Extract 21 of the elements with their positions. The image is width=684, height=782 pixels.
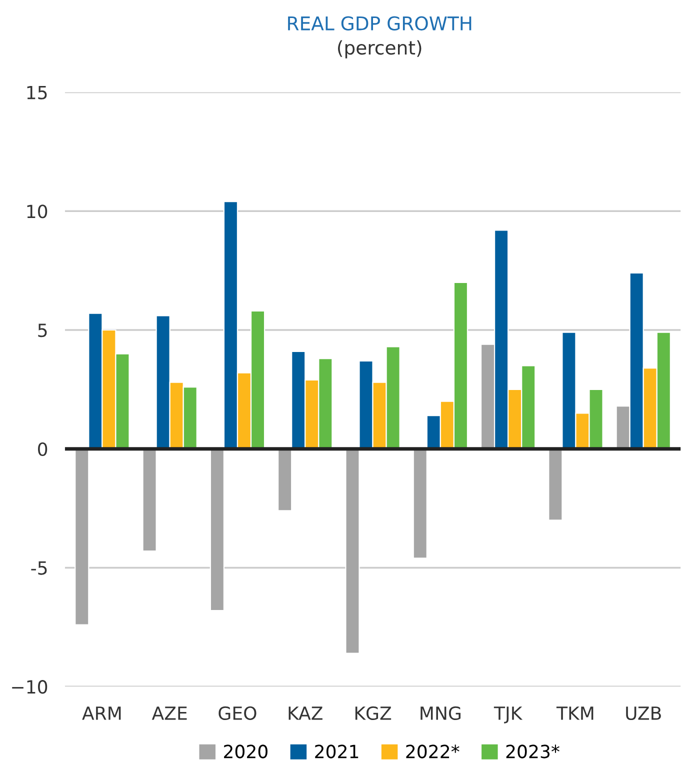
y-tick-label: 5	[38, 324, 47, 338]
x-tick-label: KAZ	[288, 706, 322, 720]
y-tick-label: 0	[38, 442, 48, 456]
y-tick-label: −10	[12, 680, 48, 694]
y-tick-label: -5	[31, 561, 47, 575]
chart-subtitle: (percent)	[338, 40, 422, 58]
x-tick-label: KGZ	[355, 706, 392, 720]
x-tick-label: MNG	[420, 706, 460, 720]
legend-label: 2020	[224, 744, 268, 758]
y-tick-label: 15	[27, 86, 47, 100]
x-tick-label: AZE	[152, 706, 187, 720]
chart-title: REAL GDP GROWTH	[288, 16, 472, 30]
legend-label: 2022*	[406, 744, 460, 758]
x-tick-label: GEO	[218, 706, 256, 720]
x-tick-label: ARM	[82, 706, 121, 720]
x-tick-label: TJK	[494, 706, 523, 724]
x-tick-label: UZB	[626, 706, 661, 720]
y-tick-label: 10	[27, 204, 48, 218]
x-tick-label: TKM	[556, 706, 594, 720]
legend-label: 2023*	[506, 744, 560, 758]
legend-label: 2021	[315, 744, 358, 758]
